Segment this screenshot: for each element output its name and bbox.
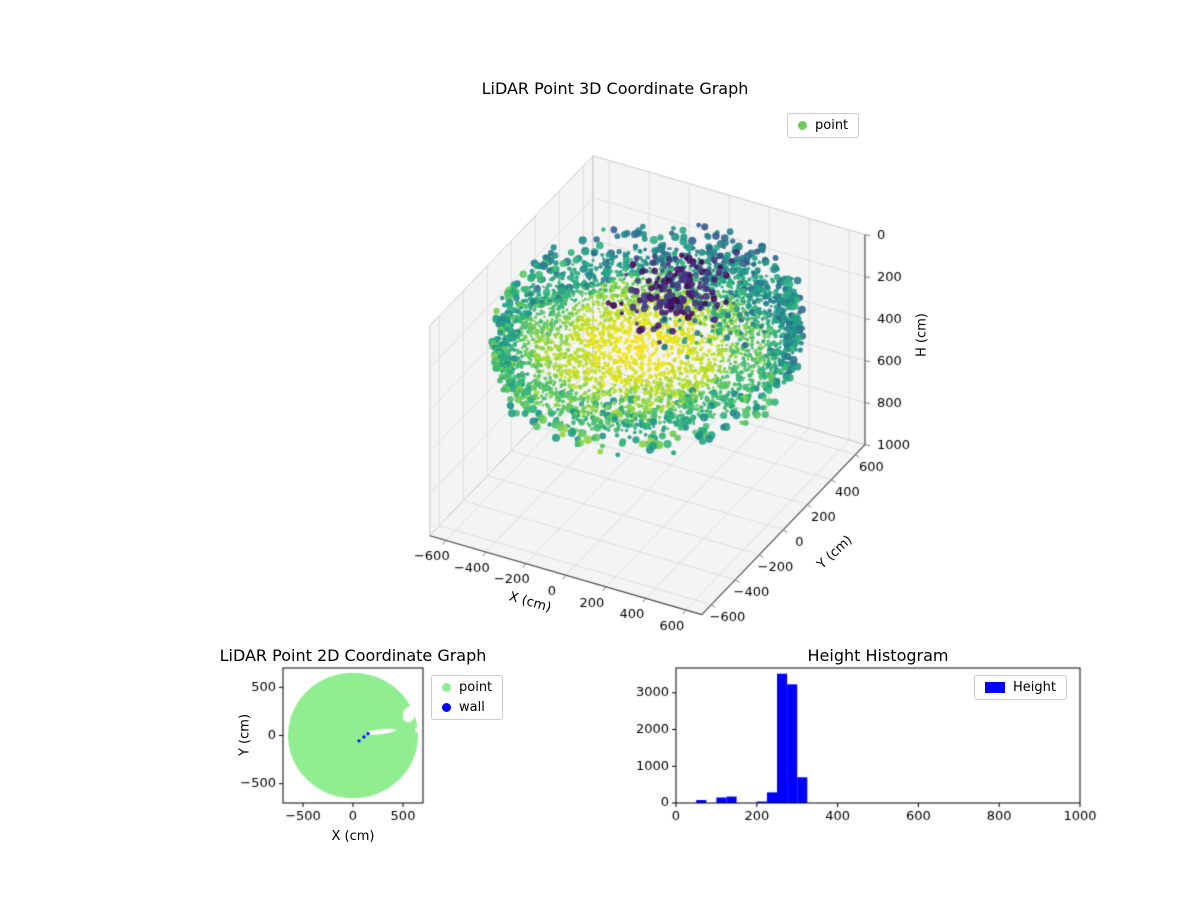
point-marker-icon xyxy=(442,683,451,692)
plot2d-legend-item-point: point xyxy=(442,680,492,695)
plot2d-legend-item-wall: wall xyxy=(442,700,492,715)
plot3d-legend-label: point xyxy=(815,118,849,133)
height-bar-swatch-icon xyxy=(985,682,1005,693)
hist-legend-label: Height xyxy=(1013,680,1056,695)
plot2d-title: LiDAR Point 2D Coordinate Graph xyxy=(219,646,487,665)
plot2d-legend: point wall xyxy=(431,675,504,720)
plot3d-zlabel: H (cm) xyxy=(914,313,930,357)
hist-title: Height Histogram xyxy=(807,646,949,665)
plot3d-legend-item-point: point xyxy=(798,118,848,133)
plot2d-legend-label-wall: wall xyxy=(459,700,485,715)
point-marker-icon xyxy=(798,121,807,130)
wall-marker-icon xyxy=(442,703,451,712)
hist-legend-item-height: Height xyxy=(985,680,1056,695)
plot2d-xlabel: X (cm) xyxy=(331,829,375,844)
plot2d-legend-label-point: point xyxy=(459,680,493,695)
plot3d-title: LiDAR Point 3D Coordinate Graph xyxy=(481,79,749,98)
plot2d-ylabel: Y (cm) xyxy=(237,713,253,757)
hist-legend: Height xyxy=(974,675,1067,700)
plot3d-legend: point xyxy=(787,113,860,138)
